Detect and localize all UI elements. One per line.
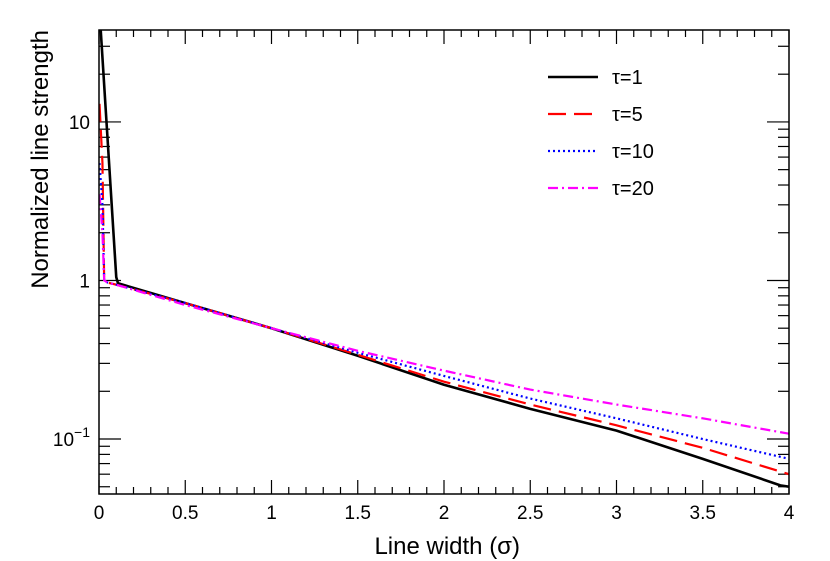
- y-tick-label: 1: [79, 271, 90, 292]
- axis-ticks: [98, 30, 790, 494]
- legend-label-1: τ=1: [612, 67, 643, 89]
- legend-label-3: τ=10: [612, 141, 654, 163]
- y-tick-label-exponent: −1: [74, 424, 90, 440]
- series-lines: [99, 30, 789, 489]
- y-axis-title: Normalized line strength: [27, 30, 54, 289]
- x-tick-label: 0: [94, 503, 105, 524]
- legend-label-4: τ=20: [612, 178, 654, 200]
- series-line-2: [99, 103, 789, 476]
- series-line-1: [99, 30, 789, 489]
- x-tick-label: 4: [784, 503, 795, 524]
- y-tick-label-base: 1: [79, 271, 90, 292]
- x-tick-label: 1.5: [345, 503, 371, 524]
- x-tick-label: 2: [439, 503, 450, 524]
- x-tick-label: 3.5: [690, 503, 716, 524]
- legend: τ=1 τ=5 τ=10 τ=20: [548, 67, 654, 200]
- x-tick-label: 3: [611, 503, 622, 524]
- x-tick-label: 2.5: [517, 503, 543, 524]
- legend-label-2: τ=5: [612, 104, 643, 126]
- y-tick-label: 10−1: [53, 424, 90, 451]
- x-tick-label: 1: [266, 503, 277, 524]
- series-line-3: [99, 163, 789, 460]
- x-tick-label: 0.5: [172, 503, 198, 524]
- series-line-4: [99, 194, 789, 435]
- y-tick-label-base: 10: [69, 113, 90, 134]
- y-tick-label: 10: [69, 113, 90, 134]
- x-axis-title: Line width (σ): [374, 533, 520, 560]
- y-tick-label-base: 10: [53, 430, 74, 451]
- plot-frame: [98, 29, 790, 495]
